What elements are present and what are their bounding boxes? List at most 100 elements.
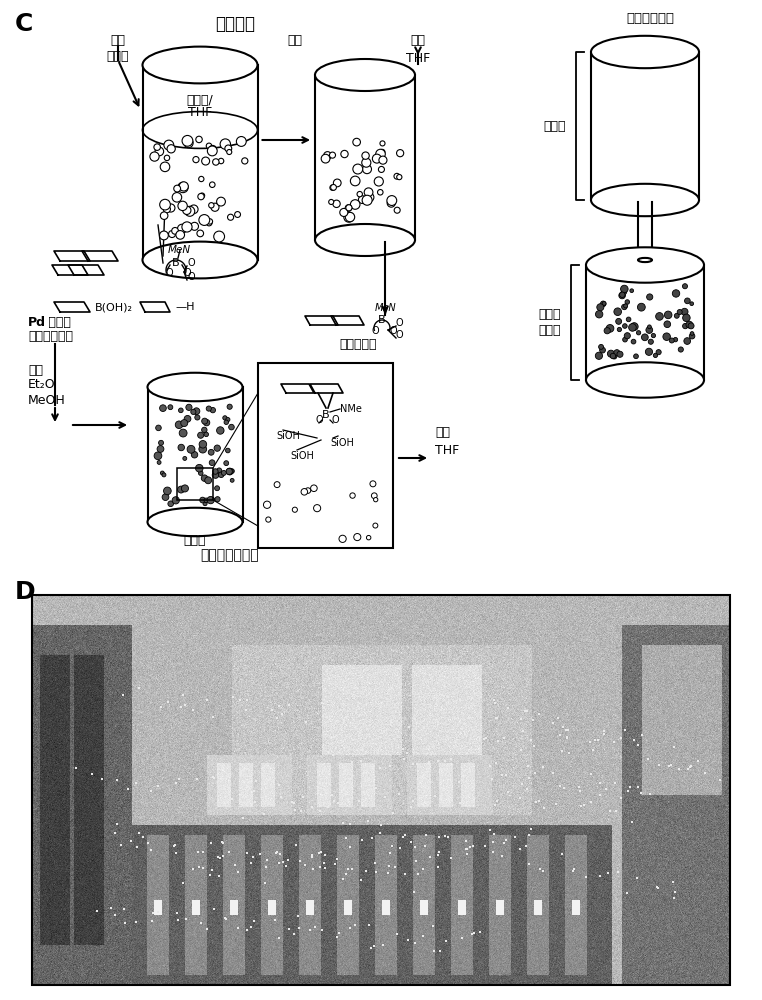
Circle shape	[207, 406, 211, 411]
Circle shape	[616, 318, 622, 324]
Circle shape	[626, 317, 631, 322]
Circle shape	[376, 149, 386, 159]
Text: 硅胶塞: 硅胶塞	[184, 534, 207, 546]
Circle shape	[345, 212, 354, 222]
Circle shape	[614, 350, 620, 356]
Circle shape	[199, 445, 207, 453]
Circle shape	[202, 157, 210, 165]
Circle shape	[213, 159, 219, 165]
Circle shape	[209, 203, 214, 208]
Circle shape	[602, 302, 606, 305]
Ellipse shape	[586, 247, 704, 283]
Text: 捕获: 捕获	[28, 363, 43, 376]
Circle shape	[191, 452, 198, 458]
Circle shape	[162, 473, 166, 477]
Circle shape	[157, 446, 164, 452]
Circle shape	[683, 314, 690, 322]
Circle shape	[620, 292, 625, 298]
Circle shape	[168, 405, 173, 410]
Circle shape	[364, 188, 373, 197]
Text: 捕获和
释放室: 捕获和 释放室	[539, 308, 561, 336]
Circle shape	[227, 149, 232, 155]
Polygon shape	[54, 302, 90, 312]
Circle shape	[622, 304, 627, 310]
Circle shape	[620, 285, 628, 293]
Circle shape	[690, 333, 695, 339]
Circle shape	[171, 227, 178, 234]
Text: O: O	[372, 326, 379, 336]
Circle shape	[636, 331, 641, 335]
Circle shape	[236, 137, 246, 146]
Circle shape	[311, 485, 317, 492]
Text: O: O	[331, 415, 338, 425]
Text: O: O	[184, 268, 191, 278]
Circle shape	[631, 339, 636, 344]
Circle shape	[195, 415, 200, 420]
Circle shape	[214, 445, 220, 451]
Text: 催化剂: 催化剂	[44, 316, 71, 328]
Circle shape	[225, 145, 232, 152]
Circle shape	[228, 214, 234, 220]
Circle shape	[672, 290, 680, 297]
Circle shape	[209, 145, 216, 153]
Circle shape	[630, 289, 633, 293]
Circle shape	[623, 324, 627, 328]
Ellipse shape	[148, 508, 242, 536]
Circle shape	[216, 197, 226, 206]
Circle shape	[159, 231, 168, 240]
Circle shape	[160, 162, 170, 172]
Text: 捕获和释放方案: 捕获和释放方案	[200, 548, 259, 562]
Text: NMe: NMe	[340, 404, 362, 414]
Circle shape	[339, 535, 346, 542]
Circle shape	[229, 424, 234, 430]
Circle shape	[642, 334, 648, 341]
Circle shape	[178, 408, 183, 413]
Circle shape	[175, 421, 183, 429]
Circle shape	[210, 460, 215, 466]
Circle shape	[397, 174, 402, 180]
Circle shape	[207, 496, 214, 504]
Text: 已烷类: 已烷类	[107, 49, 130, 62]
Circle shape	[207, 143, 212, 149]
Circle shape	[223, 416, 227, 420]
Circle shape	[160, 471, 165, 475]
Circle shape	[172, 193, 181, 202]
Circle shape	[211, 203, 219, 211]
Circle shape	[179, 429, 187, 437]
Circle shape	[235, 212, 241, 217]
Circle shape	[198, 193, 204, 200]
Circle shape	[199, 441, 207, 448]
Circle shape	[230, 478, 234, 482]
Text: SiOH: SiOH	[330, 438, 354, 448]
Circle shape	[371, 493, 377, 499]
Circle shape	[215, 486, 219, 491]
Circle shape	[210, 182, 215, 187]
Polygon shape	[52, 265, 88, 275]
Text: D: D	[15, 580, 36, 604]
Circle shape	[210, 407, 216, 413]
Text: Pd: Pd	[28, 316, 46, 328]
Text: MeN: MeN	[375, 303, 397, 313]
Ellipse shape	[142, 47, 258, 83]
Circle shape	[202, 427, 207, 433]
Circle shape	[678, 347, 684, 352]
Circle shape	[197, 432, 203, 438]
Circle shape	[394, 207, 400, 213]
Circle shape	[362, 152, 370, 159]
Circle shape	[211, 497, 215, 501]
Bar	[177, 468, 213, 500]
Circle shape	[164, 140, 174, 150]
Circle shape	[629, 324, 636, 331]
Circle shape	[157, 460, 161, 464]
Circle shape	[367, 535, 371, 540]
Text: 沉淠方案: 沉淠方案	[215, 15, 255, 33]
Circle shape	[346, 205, 352, 211]
Ellipse shape	[591, 36, 699, 68]
Circle shape	[614, 308, 622, 316]
Circle shape	[205, 477, 212, 484]
Circle shape	[387, 199, 395, 207]
Circle shape	[358, 196, 367, 203]
Circle shape	[215, 497, 220, 502]
Circle shape	[207, 219, 213, 224]
Circle shape	[380, 141, 385, 146]
